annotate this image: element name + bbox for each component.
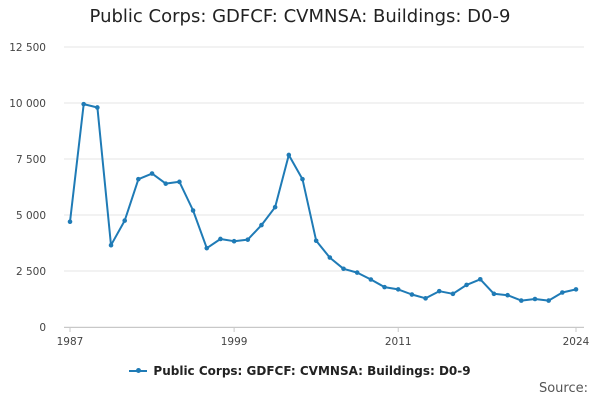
data-point — [341, 266, 346, 272]
chart-title: Public Corps: GDFCF: CVMNSA: Buildings: … — [89, 6, 511, 27]
x-tick-label: 1999 — [221, 336, 248, 348]
legend-label: Public Corps: GDFCF: CVMNSA: Buildings: … — [153, 364, 471, 378]
x-tick-label: 2011 — [385, 336, 412, 348]
data-point — [122, 218, 128, 223]
data-point — [272, 204, 278, 210]
source-label: Source: — [538, 381, 588, 396]
data-point — [464, 282, 469, 288]
data-point — [286, 152, 292, 158]
data-point — [546, 298, 551, 303]
data-point — [573, 287, 579, 292]
data-point — [354, 270, 360, 275]
data-point — [149, 171, 155, 176]
x-axis: 1987 1999 2011 2024 — [57, 327, 590, 348]
data-point — [177, 179, 182, 185]
y-tick-label: 12 500 — [9, 42, 46, 54]
grid-lines — [64, 46, 584, 328]
y-tick-label: 5 000 — [16, 210, 46, 222]
y-tick-label: 7 500 — [16, 154, 46, 166]
data-point — [505, 292, 510, 298]
y-tick-label: 0 — [39, 322, 46, 334]
data-point — [245, 237, 251, 242]
data-point — [136, 176, 141, 182]
data-point — [560, 290, 565, 295]
data-point — [81, 101, 86, 107]
legend[interactable]: Public Corps: GDFCF: CVMNSA: Buildings: … — [0, 364, 600, 378]
series-line-path — [69, 103, 577, 302]
data-point — [532, 296, 538, 302]
data-point — [231, 238, 237, 244]
data-point — [300, 176, 305, 182]
series-line — [67, 101, 579, 303]
x-tick-label: 1987 — [57, 336, 84, 348]
x-tick-label: 2024 — [563, 336, 590, 348]
data-point — [423, 296, 428, 301]
data-point — [313, 238, 319, 244]
data-point — [368, 277, 374, 282]
data-point — [108, 242, 114, 248]
y-tick-label: 2 500 — [16, 266, 46, 278]
data-point — [382, 284, 387, 290]
y-tick-label: 10 000 — [9, 98, 46, 110]
legend-swatch — [129, 367, 148, 373]
data-point — [518, 298, 524, 303]
data-point — [395, 287, 401, 292]
data-point — [67, 219, 73, 225]
data-point — [204, 245, 210, 251]
data-point — [218, 236, 223, 242]
y-axis-labels: 0 2 500 5 000 7 500 10 000 12 500 — [9, 42, 46, 334]
data-point — [491, 291, 497, 297]
data-point — [327, 255, 333, 260]
data-point — [190, 208, 196, 213]
data-point — [163, 181, 169, 186]
data-point — [450, 291, 456, 297]
data-point — [409, 292, 415, 297]
data-point — [95, 105, 100, 110]
data-point — [477, 276, 483, 282]
data-point — [436, 288, 442, 294]
data-point — [259, 222, 264, 228]
